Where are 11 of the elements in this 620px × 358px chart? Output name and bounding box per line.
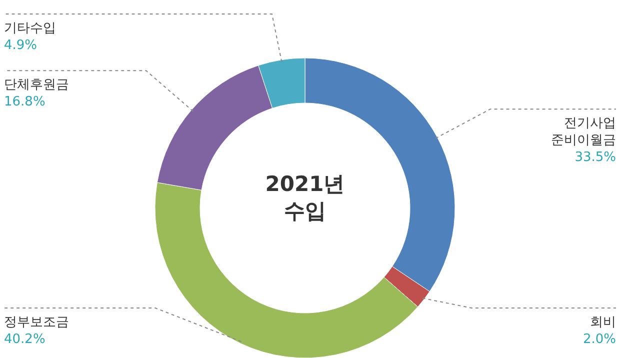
data-label: 2.0% [582, 332, 616, 347]
slice-label: 정부보조금 [4, 315, 69, 330]
slice-label: 기타수입 [4, 21, 56, 36]
text: 2021년 수입 [265, 172, 345, 223]
slice-label: 회비 [590, 315, 616, 330]
data-label: 4.9% [4, 38, 38, 53]
data-label: 33.5% [574, 150, 616, 166]
data-label: 16.8% [4, 94, 46, 110]
slice-label: 전기사업 준비이월금 [551, 116, 616, 148]
data-label: 40.2% [4, 332, 46, 347]
slice-label: 단체후원금 [4, 78, 69, 93]
